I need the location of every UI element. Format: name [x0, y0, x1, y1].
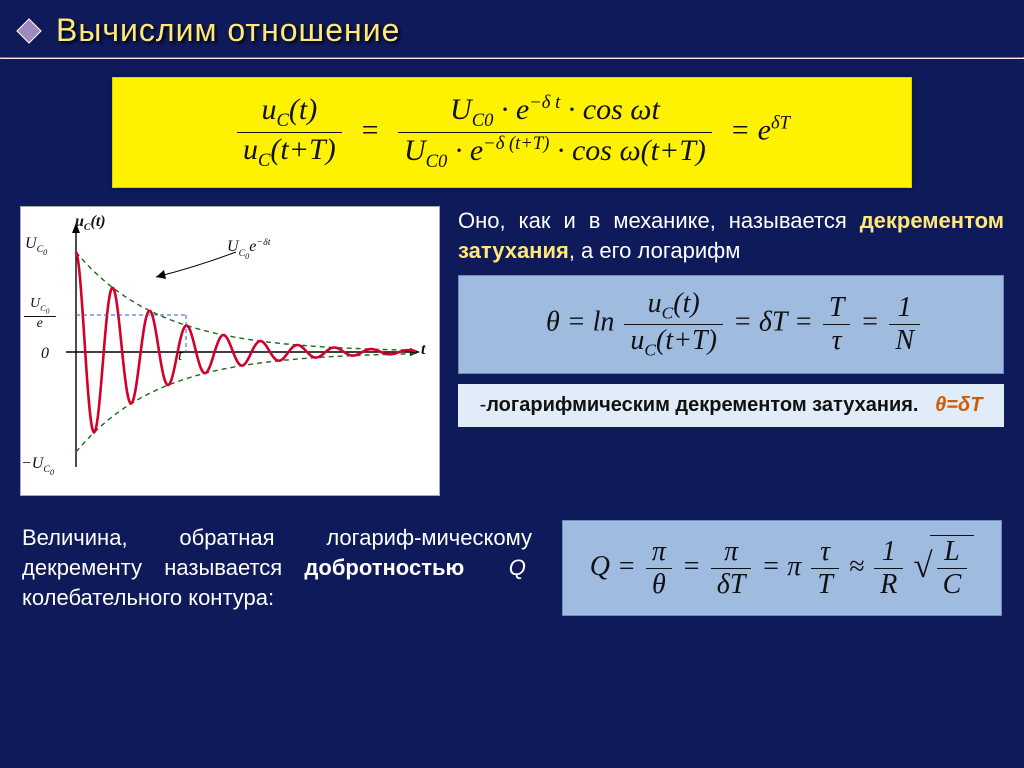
decrement-text: Оно, как и в механике, называется декрем…: [458, 206, 1004, 265]
q-row: Величина, обратная логариф-мическому дек…: [0, 496, 1024, 616]
envelope-label: UC0e−δt: [227, 237, 270, 261]
title-row: Вычислим отношение: [0, 0, 1024, 57]
page-title: Вычислим отношение: [56, 12, 400, 49]
main-equation: uC(t)uC(t+T) = UC0 · e−δ t · cos ωt UC0 …: [112, 77, 912, 188]
ytick-neg-uc0: −UC0: [21, 455, 54, 477]
log-bold: логарифмическим декрементом затухания.: [486, 394, 918, 416]
ytick-uc0: UC0: [25, 235, 47, 257]
x-marker-tau: τ: [177, 347, 183, 365]
decrement-prefix: Оно, как и в механике, называется: [458, 208, 860, 233]
origin-zero: 0: [41, 345, 49, 363]
damped-oscillation-chart: uC(t) UC0 UC0e 0 −UC0 τ t UC0e−δt: [20, 206, 440, 496]
title-underline: [0, 57, 1024, 59]
q-equation: Q = πθ = πδT = π τT ≈ 1R √LC: [562, 520, 1002, 616]
q-bold: добротностью: [304, 555, 464, 580]
right-column: Оно, как и в механике, называется декрем…: [458, 206, 1004, 496]
midsection: uC(t) UC0 UC0e 0 −UC0 τ t UC0e−δt Оно, к…: [0, 196, 1024, 496]
bullet-diamond-icon: [16, 18, 41, 43]
q-text: Величина, обратная логариф-мическому дек…: [22, 523, 532, 612]
ytick-uc0-over-e: UC0e: [21, 297, 59, 331]
x-axis-label: t: [421, 341, 425, 359]
log-decrement-label: -логарифмическим декрементом затухания. …: [458, 384, 1004, 427]
theta-equation: θ = ln uC(t)uC(t+T) = δT = Tτ = 1N: [458, 275, 1004, 373]
theta-symbol: θ=δT: [935, 394, 982, 416]
decrement-suffix: , а его логарифм: [569, 238, 741, 263]
y-axis-label: uC(t): [75, 213, 106, 233]
